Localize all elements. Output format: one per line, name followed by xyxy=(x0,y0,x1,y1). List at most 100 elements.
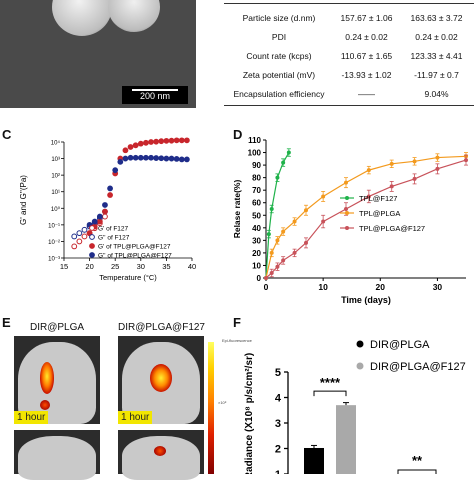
data-point xyxy=(292,250,297,255)
radiance-chart: 1 2 3 4 5 Radiance (X10⁸ p/s/cm²/sr) DIR@PLGA D… xyxy=(244,339,466,474)
data-point xyxy=(304,240,308,245)
legend-label: G' of TPL@PLGA@F127 xyxy=(98,244,171,251)
data-point xyxy=(137,140,144,147)
colorbar-unit: ×10⁸ xyxy=(218,400,227,405)
table-row: Particle size (d.nm) 157.67 ± 1.06 163.63 … xyxy=(224,8,474,27)
table-cell-col2: 0.24 ± 0.02 xyxy=(415,31,458,42)
panel-letter-d: D xyxy=(233,127,243,142)
data-point xyxy=(269,270,274,275)
mouse-image-4 xyxy=(118,430,204,480)
mouse-image-3 xyxy=(14,430,100,480)
imaging-col1-title: DIR@PLGA xyxy=(30,322,85,333)
table-cell-label: Count rate (kcps) xyxy=(246,50,312,61)
y-tick-label: 10² xyxy=(51,174,60,180)
legend-label: TPL@PLGA xyxy=(359,209,400,218)
table-row: Zeta potential (mV) -13.93 ± 1.02 -11.97 ±… xyxy=(224,65,474,84)
y-tick-label: 10³ xyxy=(51,157,60,163)
y-tick-label: 70 xyxy=(252,186,261,195)
significance-bracket xyxy=(397,469,437,474)
data-point xyxy=(107,192,113,198)
x-tick-label: 35 xyxy=(162,262,170,271)
data-point xyxy=(102,213,108,220)
y-tick-label: 10⁴ xyxy=(51,140,61,147)
data-point xyxy=(71,233,78,240)
fluorescence-spot xyxy=(40,400,50,410)
significance-label: **** xyxy=(320,375,341,390)
data-point xyxy=(281,258,286,263)
table-top-rule xyxy=(224,3,474,4)
nanoparticle-right xyxy=(108,0,160,32)
data-point xyxy=(148,154,154,161)
time-label: 1 hour xyxy=(118,411,153,424)
table-row: PDI 0.24 ± 0.02 0.24 ± 0.02 xyxy=(224,27,474,46)
legend-label: TPL@F127 xyxy=(359,194,397,203)
data-point xyxy=(275,264,280,269)
fluorescence-spot xyxy=(150,364,172,392)
y-tick-label: 60 xyxy=(252,199,261,208)
data-point xyxy=(76,230,83,237)
table-row: Count rate (kcps) 110.67 ± 1.65 123.33 ± 4… xyxy=(224,46,474,65)
x-tick-label: 30 xyxy=(433,282,443,292)
y-tick-label: 10 xyxy=(252,261,261,270)
data-point xyxy=(281,160,286,165)
data-point xyxy=(412,159,417,164)
legend-label: G'' of F127 xyxy=(98,235,130,242)
data-point xyxy=(107,185,113,192)
table-cell-label: Encapsulation efficiency xyxy=(233,88,325,99)
scale-bar xyxy=(132,89,178,91)
bar xyxy=(336,405,356,474)
data-point xyxy=(264,276,268,280)
data-point xyxy=(81,226,88,233)
x-axis-label: Temperature (°C) xyxy=(99,273,157,282)
colorbar-title: Epi-fluorescence xyxy=(222,338,252,343)
data-point xyxy=(275,175,280,180)
data-point xyxy=(292,219,297,224)
table-cell-col1: 110.67 ± 1.65 xyxy=(340,50,393,61)
y-axis-label: Relase rate(%) xyxy=(232,180,242,239)
data-point xyxy=(158,155,165,162)
y-tick-label: 5 xyxy=(275,367,281,379)
legend-marker xyxy=(89,252,95,258)
table-cell-col1: —— xyxy=(358,88,375,99)
data-point xyxy=(435,155,440,160)
data-point xyxy=(168,137,175,144)
table-bottom-rule xyxy=(224,105,474,106)
data-point xyxy=(112,167,119,174)
data-point xyxy=(96,213,103,220)
x-tick-label: 15 xyxy=(60,262,68,271)
y-tick-label: 100 xyxy=(248,149,262,158)
y-tick-label: 10¹ xyxy=(51,190,60,196)
y-tick-label: 10⁰ xyxy=(51,206,61,213)
imaging-col2-title: DIR@PLGA@F127 xyxy=(118,322,205,333)
data-point xyxy=(168,155,175,162)
y-tick-label: 1 xyxy=(275,469,281,474)
data-point xyxy=(281,229,286,234)
table-cell-label: PDI xyxy=(271,31,287,42)
data-point xyxy=(158,138,165,145)
data-point xyxy=(412,176,417,181)
legend-marker xyxy=(356,340,364,348)
significance-bracket xyxy=(313,390,347,397)
y-tick-label: 40 xyxy=(252,224,261,233)
data-point xyxy=(76,238,83,245)
table-cell-col1: 157.67 ± 1.06 xyxy=(340,12,393,23)
data-point xyxy=(275,238,280,243)
data-point xyxy=(91,218,98,225)
table-cell-col1: -13.93 ± 1.02 xyxy=(341,69,392,80)
legend-marker xyxy=(89,225,95,231)
data-point xyxy=(366,168,371,173)
data-point xyxy=(389,184,394,189)
y-tick-label: 110 xyxy=(248,136,261,145)
legend-label: TPL@PLGA@F127 xyxy=(359,224,425,233)
data-point xyxy=(143,154,149,161)
data-point xyxy=(304,208,308,213)
data-point xyxy=(122,147,129,154)
x-tick-label: 20 xyxy=(85,262,93,271)
data-point xyxy=(183,137,190,144)
data-point xyxy=(435,166,440,171)
table-row: Encapsulation efficiency —— 9.04% xyxy=(224,84,474,103)
y-tick-label: 4 xyxy=(275,393,282,405)
nanoparticle-left xyxy=(52,0,112,36)
time-label: 1 hour xyxy=(14,411,49,424)
data-point xyxy=(102,208,108,215)
